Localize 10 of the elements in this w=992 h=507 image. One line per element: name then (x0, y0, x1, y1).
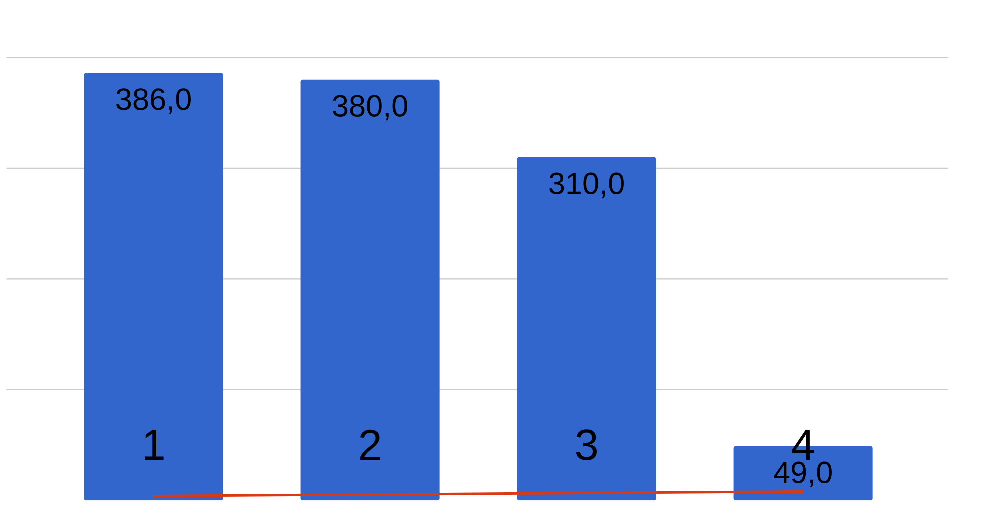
bar (300, 80, 440, 500)
data-label: 310,0 (550, 172, 624, 198)
x-tick-label: 3 (576, 429, 597, 460)
bar (84, 72, 224, 500)
x-tick-label: 2 (360, 430, 380, 460)
bar (517, 157, 656, 500)
data-label: 380,0 (333, 95, 408, 120)
x-tick-label: 1 (145, 430, 164, 460)
data-label: 49,0 (774, 462, 832, 487)
data-label: 386,0 (116, 88, 191, 114)
